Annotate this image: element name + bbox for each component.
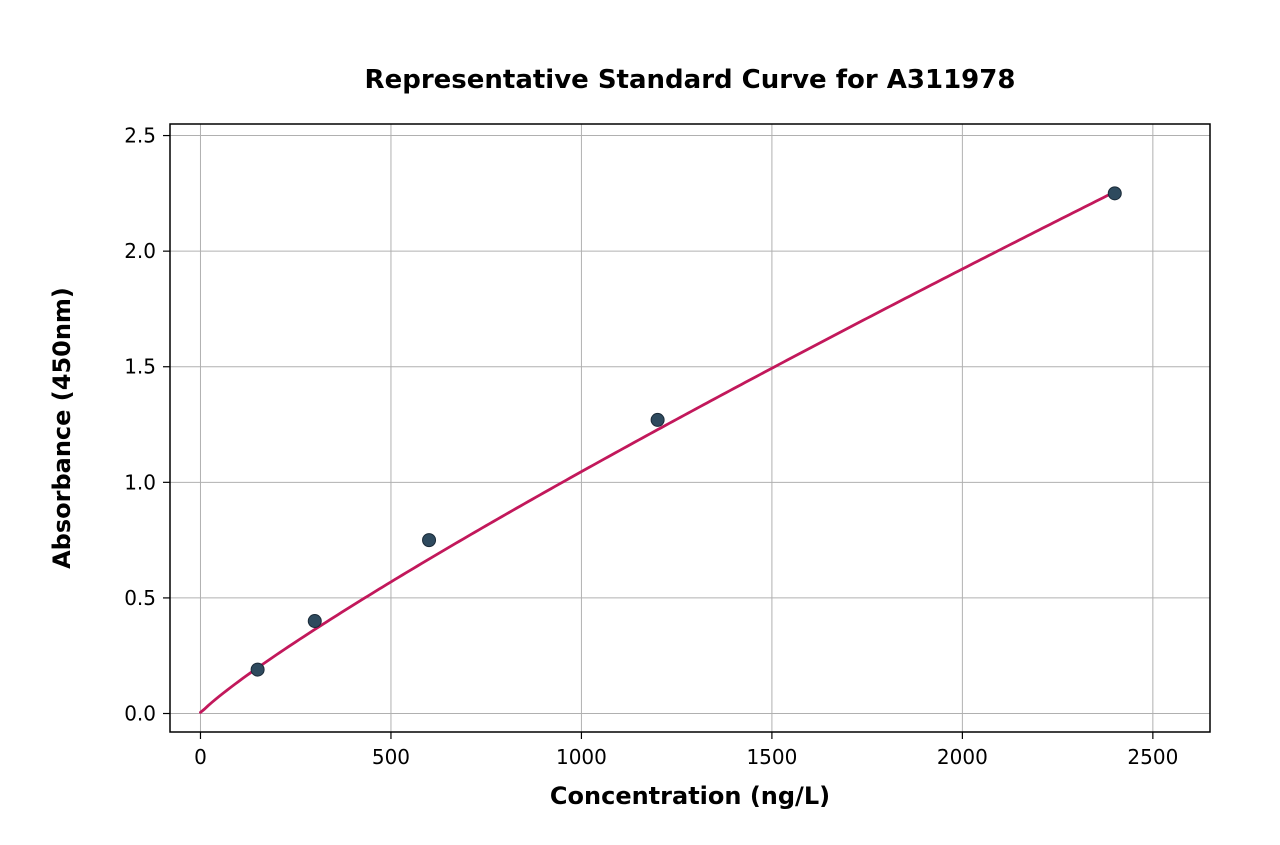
y-tick-label: 2.0 bbox=[124, 239, 156, 263]
x-axis-label: Concentration (ng/L) bbox=[550, 782, 830, 810]
data-point bbox=[251, 663, 264, 676]
y-tick-label: 1.5 bbox=[124, 355, 156, 379]
x-tick-label: 500 bbox=[372, 745, 410, 769]
data-point bbox=[423, 534, 436, 547]
y-axis-label: Absorbance (450nm) bbox=[48, 287, 76, 569]
y-tick-label: 0.0 bbox=[124, 702, 156, 726]
chart-container: 0 500 1000 1500 2000 2500 0.0 0.5 1.0 1.5 2.0 2.5 Re… bbox=[0, 0, 1280, 845]
x-tick-label: 2500 bbox=[1127, 745, 1178, 769]
x-tick-label: 1000 bbox=[556, 745, 607, 769]
x-tick-label: 2000 bbox=[937, 745, 988, 769]
y-tick-label: 0.5 bbox=[124, 586, 156, 610]
standard-curve-chart: 0 500 1000 1500 2000 2500 0.0 0.5 1.0 1.5 2.0 2.5 Re… bbox=[0, 0, 1280, 845]
x-tick-label: 0 bbox=[194, 745, 207, 769]
y-tick-label: 1.0 bbox=[124, 470, 156, 494]
chart-title: Representative Standard Curve for A31197… bbox=[365, 65, 1016, 95]
y-tick-label: 2.5 bbox=[124, 124, 156, 148]
data-point bbox=[1108, 187, 1121, 200]
data-point bbox=[651, 413, 664, 426]
data-point bbox=[308, 615, 321, 628]
x-tick-label: 1500 bbox=[746, 745, 797, 769]
